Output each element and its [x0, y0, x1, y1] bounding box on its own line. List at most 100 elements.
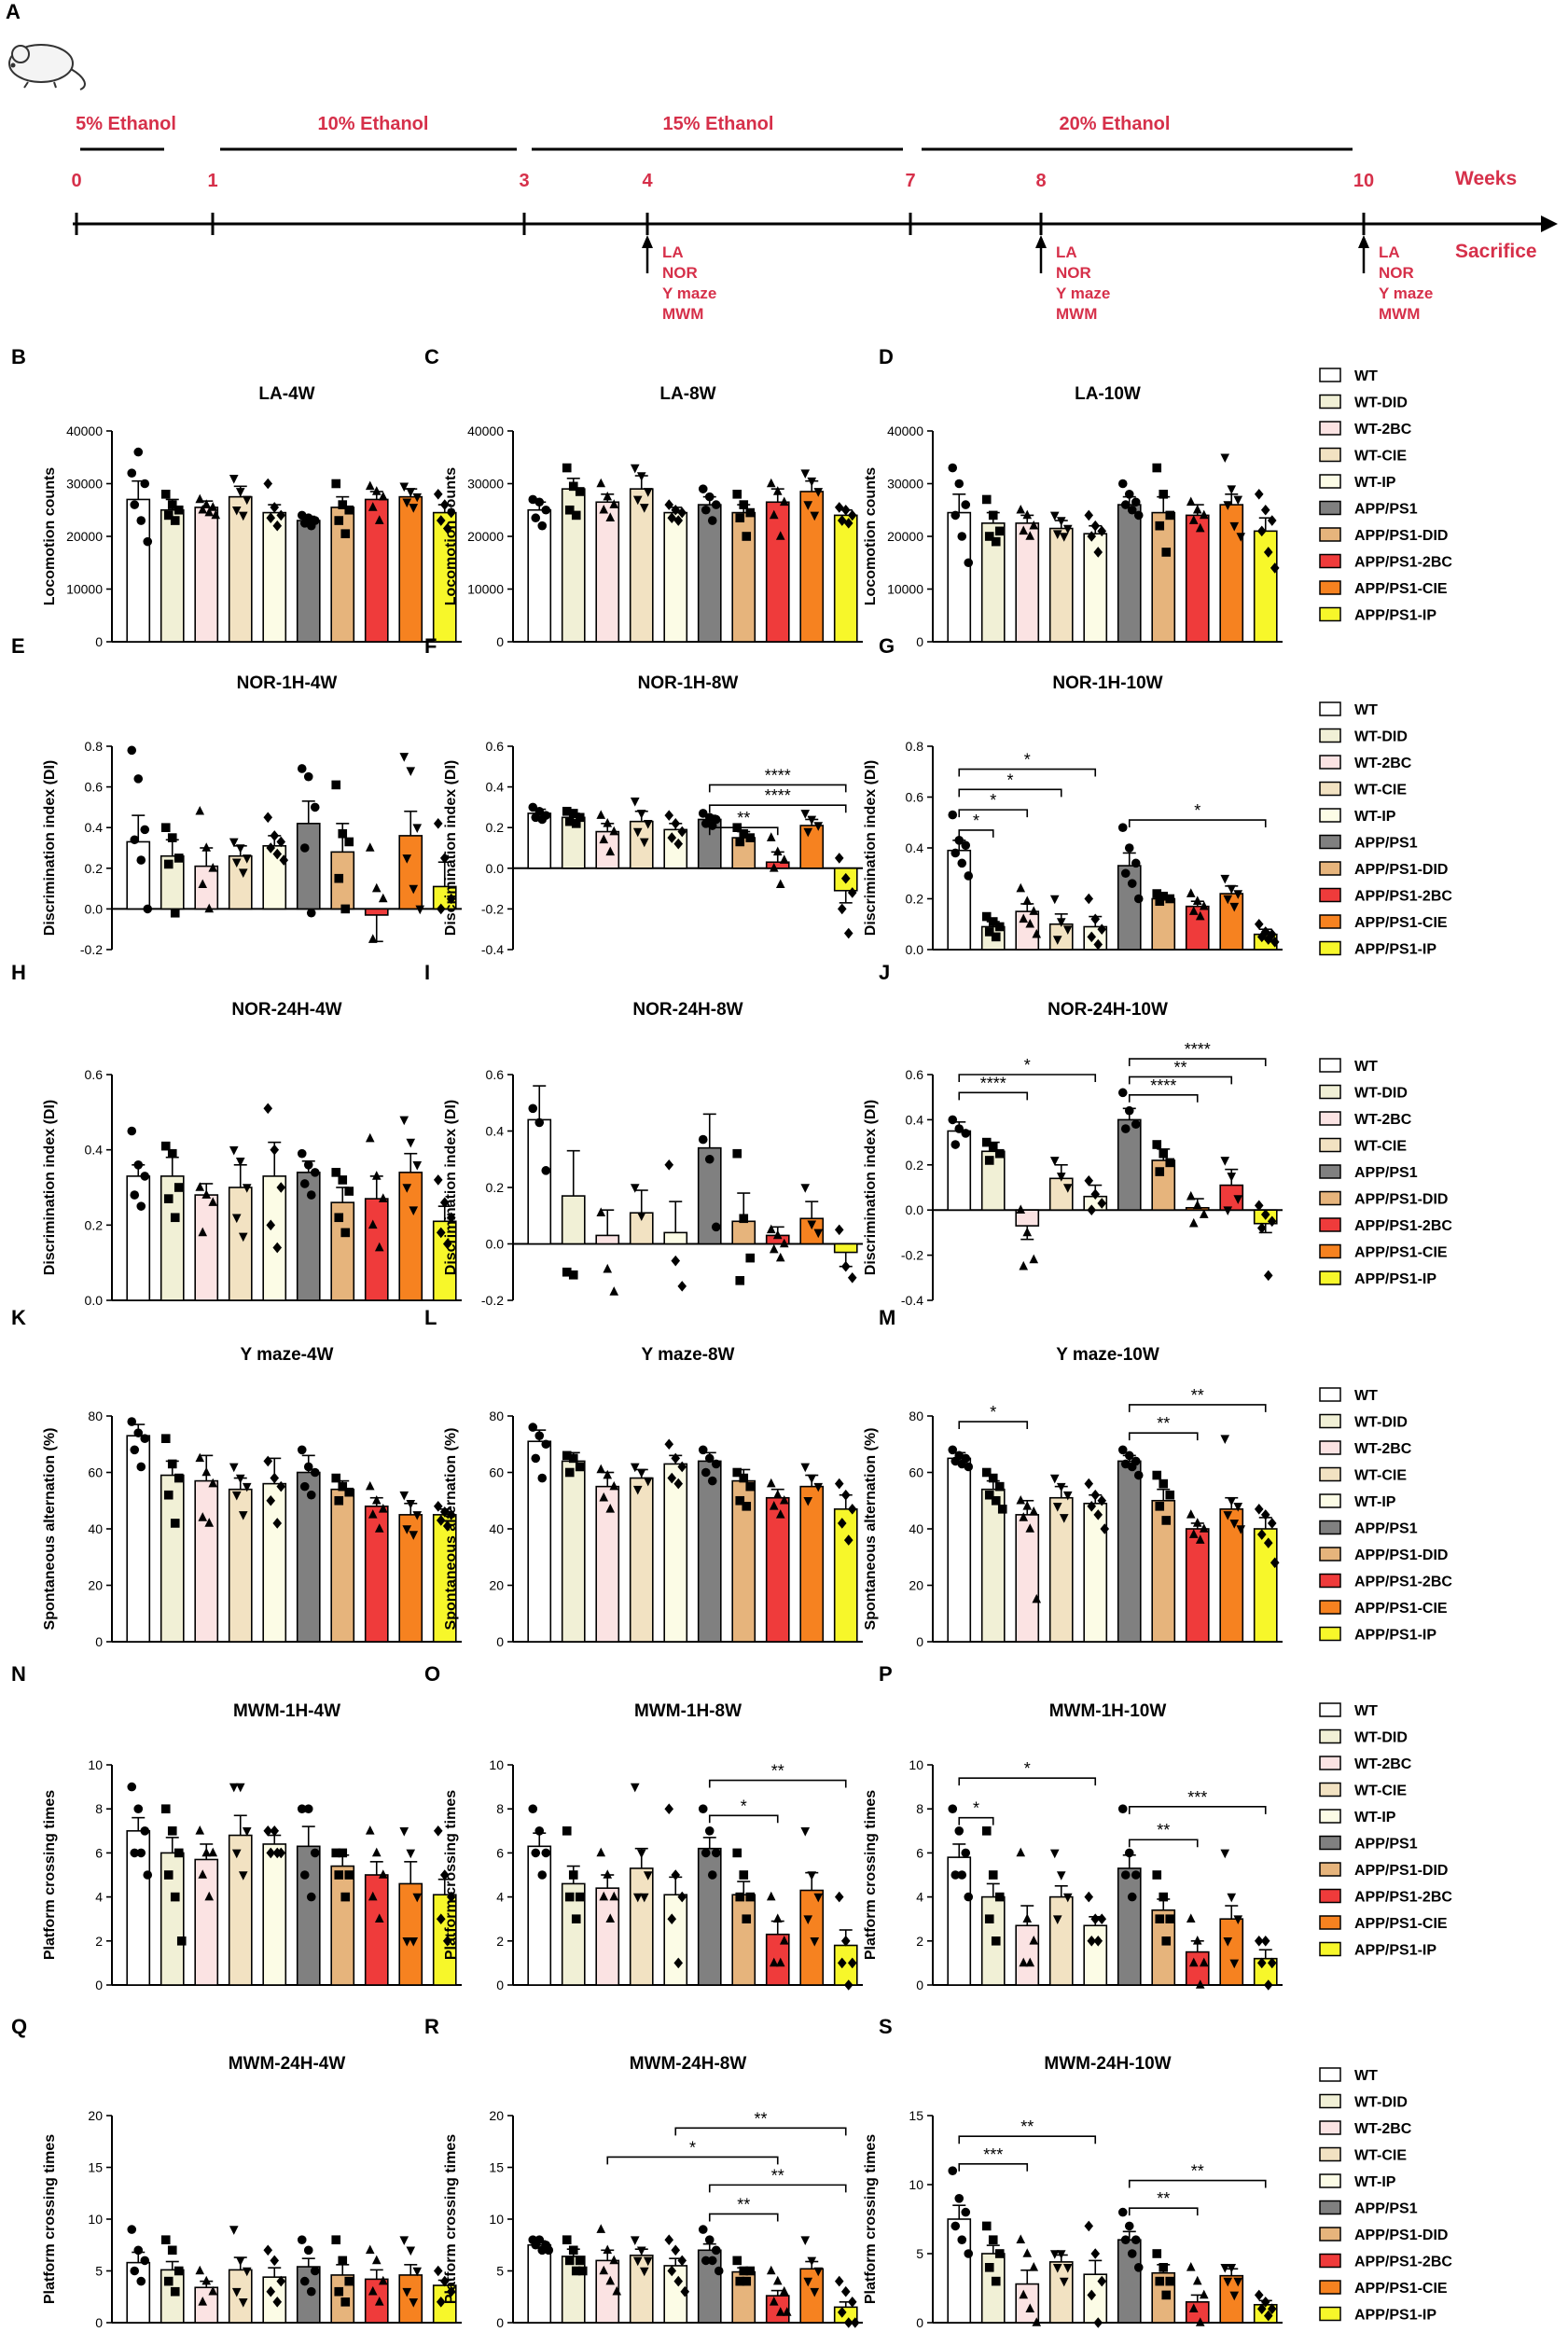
data-point — [409, 1206, 419, 1215]
data-point — [412, 1893, 423, 1903]
data-point — [537, 1473, 548, 1483]
data-point — [433, 1501, 443, 1512]
data-point — [446, 1891, 456, 1903]
bar — [947, 511, 972, 643]
data-point — [800, 810, 811, 819]
data-point — [1227, 2264, 1237, 2273]
data-point — [779, 854, 789, 864]
data-point — [229, 1145, 239, 1156]
bar — [1185, 905, 1210, 951]
chart-title: LA-10W — [1075, 384, 1141, 404]
data-point — [238, 868, 248, 878]
data-point — [732, 1848, 742, 1858]
data-point — [609, 826, 619, 836]
data-point — [371, 2255, 382, 2265]
bar — [262, 511, 287, 643]
data-point — [1256, 1529, 1267, 1540]
data-point — [167, 1148, 177, 1159]
data-point — [208, 1197, 218, 1206]
data-point — [201, 1847, 212, 1857]
data-point — [609, 1286, 619, 1296]
test-label: Y maze — [1056, 285, 1110, 302]
data-point — [231, 2287, 242, 2297]
data-point — [1236, 1525, 1246, 1534]
panel-i: I NOR-24H-8W Discrimination index (DI) -0.2… — [424, 961, 863, 1308]
data-point — [599, 834, 609, 844]
data-point — [964, 2249, 974, 2258]
y-tick-label: 0.4 — [906, 1112, 924, 1127]
data-point — [446, 1509, 456, 1520]
data-point — [198, 1512, 208, 1521]
data-point — [1019, 525, 1029, 535]
y-tick-label: 0.8 — [85, 739, 104, 754]
data-point — [163, 1870, 173, 1880]
data-point — [1127, 2249, 1137, 2258]
data-point — [847, 2297, 857, 2308]
data-point — [136, 516, 146, 525]
data-point — [1188, 1529, 1199, 1538]
panel-letter: F — [424, 634, 437, 658]
bar — [296, 823, 321, 910]
legend-label: WT-CIE — [1354, 783, 1407, 798]
bar — [398, 835, 423, 910]
y-tick-label: 0.0 — [486, 861, 505, 876]
data-point — [1223, 1206, 1233, 1215]
data-point — [772, 846, 783, 856]
legend-swatch — [1319, 861, 1341, 876]
data-point — [402, 498, 412, 508]
data-point — [537, 1870, 548, 1880]
data-point — [1263, 547, 1273, 558]
data-point — [279, 854, 289, 866]
data-point — [1260, 504, 1270, 516]
sacrifice-label: Sacrifice — [1455, 241, 1537, 262]
data-point — [127, 1782, 137, 1792]
data-point — [344, 2276, 354, 2286]
data-point — [1052, 936, 1062, 945]
data-point — [1049, 1849, 1060, 1859]
data-point — [371, 1847, 382, 1857]
data-point — [1220, 2264, 1230, 2273]
data-point — [402, 1525, 412, 1534]
data-point — [1131, 1119, 1141, 1130]
data-point — [276, 1182, 286, 1193]
data-point — [1090, 913, 1101, 925]
data-point — [170, 1519, 180, 1528]
data-point — [571, 1914, 581, 1923]
data-point — [272, 1518, 283, 1529]
legend-label: APP/PS1-2BC — [1354, 1218, 1452, 1234]
data-point — [813, 488, 824, 497]
y-tick-label: 0 — [95, 1634, 103, 1649]
data-point — [1254, 1504, 1264, 1515]
data-point — [133, 2245, 144, 2256]
data-point — [1049, 511, 1060, 521]
significance-bracket — [1128, 1432, 1199, 1441]
data-point — [599, 1891, 609, 1901]
chart-title: MWM-1H-8W — [634, 1701, 742, 1721]
panel-letter: Q — [11, 2015, 27, 2038]
data-point — [609, 499, 619, 508]
data-point — [1133, 510, 1144, 521]
data-point — [140, 825, 150, 835]
bar — [663, 511, 688, 643]
data-point — [368, 934, 378, 943]
data-point — [399, 1827, 409, 1837]
bar — [296, 520, 321, 643]
legend-swatch — [1319, 1862, 1341, 1877]
legend-label: WT-CIE — [1354, 1468, 1407, 1484]
panel-g: G NOR-1H-10W Discrimination index (DI) 0.0 0… — [863, 634, 1283, 957]
data-point — [127, 1417, 137, 1426]
data-point — [673, 515, 684, 526]
data-point — [957, 532, 967, 541]
data-point — [534, 497, 545, 507]
bar — [1048, 527, 1074, 643]
significance-label: ** — [1157, 1821, 1170, 1839]
data-point — [331, 1168, 341, 1177]
legend-label: WT — [1354, 1059, 1378, 1075]
data-point — [698, 1445, 708, 1455]
data-point — [664, 2234, 674, 2245]
data-point — [840, 1936, 851, 1947]
legend-swatch — [1319, 1547, 1341, 1562]
timeline-panel: A 0 1 3 4 7 8 10 5% Ethanol 10% Ethanol 15% Ethan… — [6, 0, 1558, 323]
panel-d: D LA-10W Locomotion counts 0 10000 20000 30000… — [863, 345, 1283, 649]
data-point — [229, 1783, 239, 1793]
